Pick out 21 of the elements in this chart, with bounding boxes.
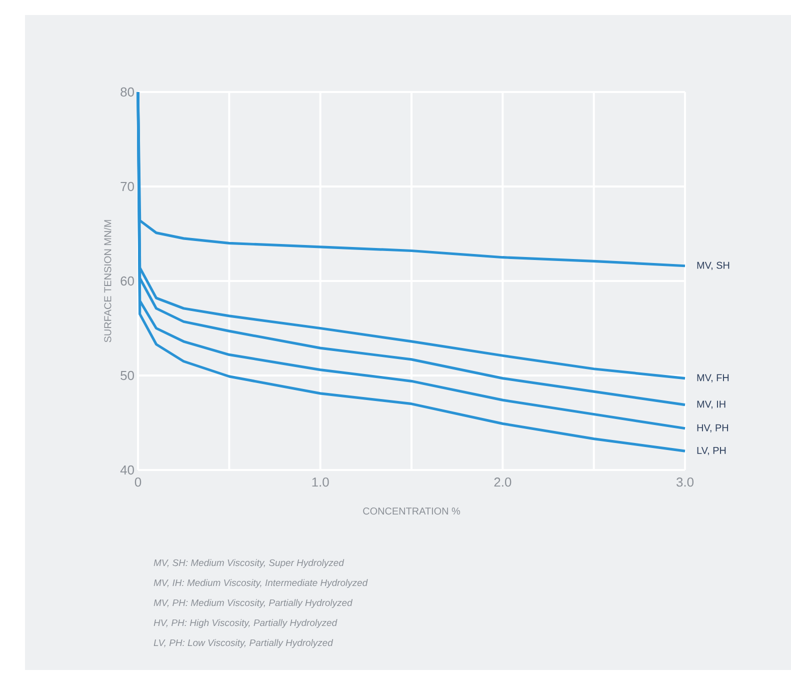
y-tick-label: 80 [120, 87, 134, 97]
text: HV, PH: High Viscosity, Partially Hydrolyzed [154, 619, 338, 628]
x-axis-title: CONCENTRATION % [363, 508, 460, 515]
x-tick-label: 2.0 [494, 478, 512, 487]
x-tick-label: 0 [134, 478, 142, 487]
text: MV, SH: Medium Viscosity, Super Hydrolyzed [154, 559, 344, 568]
text: MV, PH: Medium Viscosity, Partially Hydrolyzed [154, 599, 353, 608]
series-label: HV, PH [697, 424, 728, 432]
y-axis-title: SURFACE TENSION MN/M [104, 220, 112, 342]
y-tick-label: 60 [120, 276, 134, 286]
x-tick-label: 3.0 [676, 478, 694, 487]
text: LV, PH: Low Viscosity, Partially Hydrolyzed [154, 639, 334, 648]
x-tick-label: 1.0 [312, 478, 329, 487]
series-label: MV, SH [697, 262, 730, 270]
y-tick-label: 70 [120, 182, 134, 192]
series-label: MV, FH [697, 374, 729, 382]
series-label: LV, PH [697, 447, 726, 456]
y-tick-label: 40 [120, 465, 134, 475]
y-tick-label: 50 [120, 370, 134, 380]
text: MV, IH: Medium Viscosity, Intermediate Hydrolyzed [154, 579, 368, 588]
series-label: MV, IH [697, 400, 726, 409]
